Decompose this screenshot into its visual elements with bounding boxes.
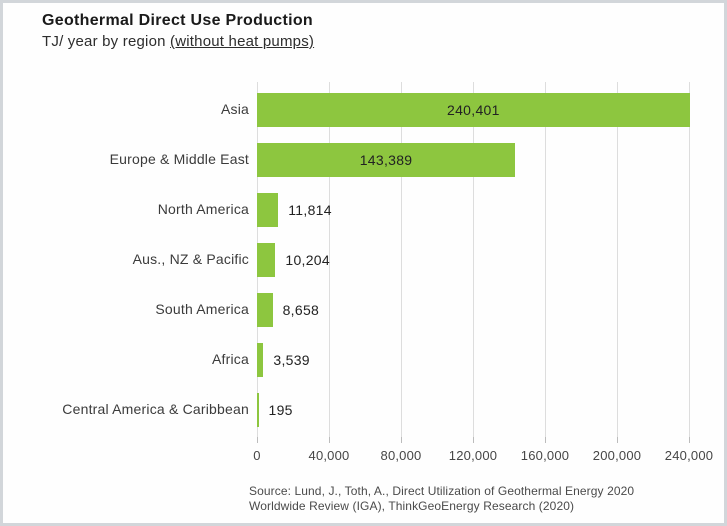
category-label: Aus., NZ & Pacific: [132, 251, 249, 267]
x-axis-tick: [329, 437, 330, 443]
gridline: [473, 82, 474, 437]
x-axis-tick: [689, 437, 690, 443]
x-axis-tick: [257, 437, 258, 443]
x-tick-label: 200,000: [592, 448, 642, 463]
chart-subtitle-prefix: TJ/ year by region: [42, 33, 171, 50]
bar: [257, 93, 690, 127]
bar-value-label: 10,204: [285, 252, 330, 268]
x-tick-label: 0: [253, 448, 261, 463]
source-note: Source: Lund, J., Toth, A., Direct Utili…: [249, 484, 634, 514]
bar: [257, 193, 279, 227]
x-axis-tick: [473, 437, 474, 443]
x-tick-label: 40,000: [308, 448, 350, 463]
x-tick-label: 240,000: [664, 448, 714, 463]
x-axis-tick: [401, 437, 402, 443]
chart-subtitle: TJ/ year by region (without heat pumps): [42, 33, 314, 50]
gridline: [545, 82, 546, 437]
bar-value-label: 240,401: [447, 102, 500, 118]
category-label: Central America & Caribbean: [62, 401, 249, 417]
category-label: South America: [155, 301, 249, 317]
source-line-2: Worldwide Review (IGA), ThinkGeoEnergy R…: [249, 499, 575, 513]
bar-value-label: 11,814: [288, 202, 332, 218]
x-tick-label: 80,000: [380, 448, 422, 463]
x-axis-tick: [617, 437, 618, 443]
bar-value-label: 143,389: [359, 152, 413, 168]
gridline: [329, 82, 330, 437]
bar: [257, 143, 516, 177]
chart-subtitle-underlined: (without heat pumps): [170, 33, 315, 50]
x-axis-tick: [545, 437, 546, 443]
bar-value-label: 8,658: [282, 302, 320, 318]
bar: [257, 393, 259, 427]
x-tick-label: 120,000: [448, 448, 498, 463]
category-label: Africa: [212, 351, 249, 367]
gridline: [401, 82, 402, 437]
plot-area: 0 40,000 80,000 120,000 160,000 200,000 240,00…: [3, 3, 724, 523]
x-tick-label: 160,000: [520, 448, 570, 463]
gridline: [689, 82, 690, 437]
category-label: Europe & Middle East: [109, 151, 249, 167]
chart-title: Geothermal Direct Use Production: [42, 12, 313, 29]
bar: [257, 293, 273, 327]
bar: [257, 343, 264, 377]
source-line-1: Source: Lund, J., Toth, A., Direct Utili…: [249, 484, 635, 498]
category-label: Asia: [220, 101, 249, 117]
gridline: [617, 82, 618, 437]
bar-value-label: 3,539: [273, 352, 310, 368]
category-label: North America: [157, 201, 249, 217]
bar: [257, 243, 276, 277]
bar-value-label: 195: [268, 402, 293, 418]
